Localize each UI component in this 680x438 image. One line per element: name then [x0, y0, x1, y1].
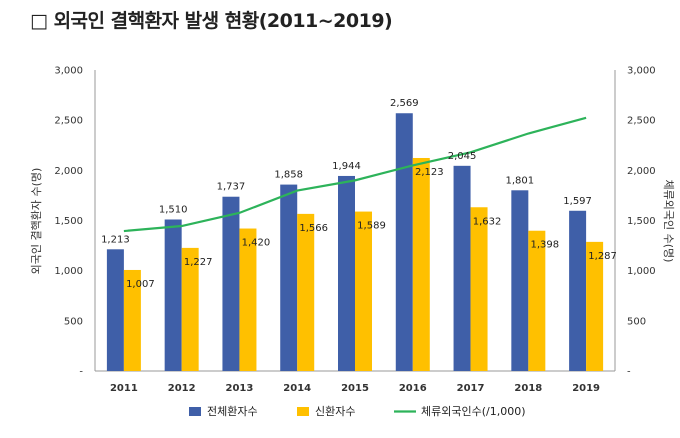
- y-tick-left: 3,000: [54, 66, 83, 77]
- bar-total: [164, 219, 182, 371]
- legend-swatch-total: [189, 407, 201, 416]
- data-label: 1,944: [332, 161, 361, 172]
- bar-new: [239, 228, 257, 371]
- data-label: 1,227: [184, 257, 213, 268]
- bar-new: [355, 211, 372, 371]
- data-label: 1,597: [563, 196, 592, 207]
- data-label: 1,589: [357, 221, 386, 232]
- data-label: 2,045: [448, 151, 477, 162]
- bar-new: [297, 213, 315, 371]
- data-label: 1,420: [242, 238, 271, 249]
- x-tick: 2012: [168, 383, 196, 394]
- x-tick: 2011: [110, 383, 138, 394]
- bar-total: [106, 249, 124, 371]
- data-label: 2,569: [390, 98, 419, 109]
- y-tick-right: 1,500: [627, 216, 656, 227]
- data-label: 1,007: [126, 279, 155, 290]
- data-label: 1,858: [274, 170, 303, 181]
- y-ticks-right: - 500 1,000 1,500 2,000 2,500 3,000: [627, 66, 656, 378]
- data-label: 1,801: [506, 175, 535, 186]
- y-axis-right-label: 체류외국인 수(명): [662, 180, 675, 263]
- y-tick-left: 500: [64, 316, 83, 327]
- data-label: 2,123: [415, 167, 444, 178]
- legend-label-line: 체류외국인수(/1,000): [421, 405, 526, 418]
- bar-total: [395, 113, 413, 372]
- x-ticks: 2011 2012 2013 2014 2015 2016 2017 2018 2019: [110, 383, 600, 394]
- page-title: □ 외국인 결핵환자 발생 현황(2011~2019): [30, 10, 393, 32]
- data-labels: 1,213 1,007 1,510 1,227 1,737 1,420 1,858 1,566…: [101, 98, 617, 290]
- x-tick: 2019: [572, 383, 600, 394]
- bar-new: [181, 247, 199, 371]
- data-label: 1,737: [217, 182, 246, 193]
- y-tick-right: 3,000: [627, 66, 656, 77]
- data-label: 1,566: [299, 223, 328, 234]
- x-tick: 2014: [283, 383, 311, 394]
- bar-new: [470, 207, 488, 371]
- bar-total: [222, 196, 240, 371]
- y-tick-right: 1,000: [627, 266, 656, 277]
- x-tick: 2015: [341, 383, 369, 394]
- y-tick-left: -: [79, 367, 83, 378]
- bar-total: [280, 184, 298, 371]
- y-tick-right: 500: [627, 316, 646, 327]
- data-label: 1,213: [101, 234, 130, 245]
- y-tick-left: 2,000: [54, 166, 83, 177]
- bar-new: [586, 241, 604, 371]
- y-tick-left: 1,000: [54, 266, 83, 277]
- legend-swatch-new: [297, 407, 309, 416]
- bar-total: [511, 190, 529, 371]
- line-series: [123, 116, 587, 233]
- legend: 전체환자수 신환자수 체류외국인수(/1,000): [189, 405, 526, 418]
- data-label: 1,632: [473, 216, 502, 227]
- y-axis-left-label: 외국인 결핵환자 수(명): [30, 168, 43, 275]
- bar-new: [412, 157, 430, 371]
- data-label: 1,510: [159, 204, 188, 215]
- data-label: 1,398: [531, 240, 560, 251]
- x-tick: 2016: [399, 383, 427, 394]
- y-tick-right: 2,500: [627, 116, 656, 127]
- y-ticks-left: - 500 1,000 1,500 2,000 2,500 3,000: [54, 66, 83, 378]
- legend-label-new: 신환자수: [315, 405, 355, 418]
- y-tick-right: -: [627, 367, 631, 378]
- bar-total: [338, 175, 355, 371]
- y-tick-right: 2,000: [627, 166, 656, 177]
- y-tick-left: 1,500: [54, 216, 83, 227]
- bars: [106, 113, 604, 372]
- x-tick: 2013: [226, 383, 254, 394]
- bar-total: [453, 165, 471, 371]
- line-layer: [123, 116, 587, 233]
- x-tick: 2017: [457, 383, 485, 394]
- y-tick-left: 2,500: [54, 116, 83, 127]
- bar-new: [123, 269, 141, 371]
- bar-total: [569, 210, 587, 371]
- bar-new: [528, 230, 546, 371]
- legend-label-total: 전체환자수: [207, 405, 258, 418]
- data-label: 1,287: [588, 251, 617, 262]
- x-tick: 2018: [514, 383, 542, 394]
